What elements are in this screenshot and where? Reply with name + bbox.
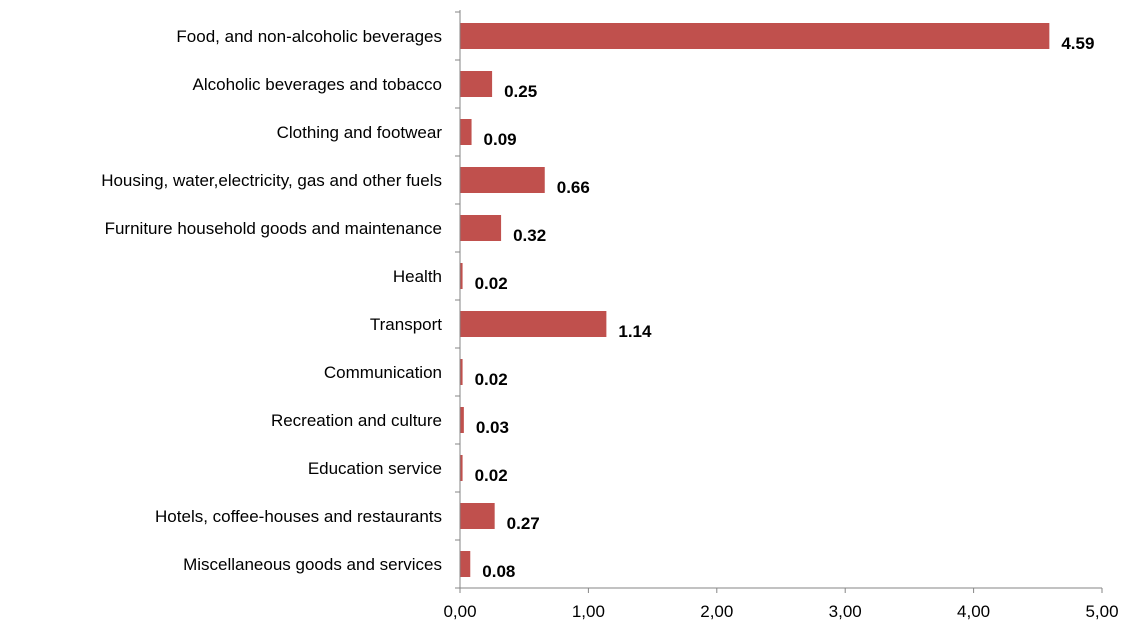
bar — [460, 359, 463, 385]
category-label: Transport — [370, 315, 442, 334]
category-label: Education service — [308, 459, 442, 478]
bar — [460, 23, 1050, 49]
data-label: 0.08 — [482, 562, 515, 581]
data-label: 0.25 — [504, 82, 537, 101]
category-label: Alcoholic beverages and tobacco — [193, 75, 443, 94]
category-label: Communication — [324, 363, 442, 382]
data-label: 0.02 — [475, 370, 508, 389]
category-label: Health — [393, 267, 442, 286]
value-labels: 4.59 0.25 0.09 0.66 0.32 0.02 1.14 0.02 0.03 0.02… — [475, 34, 1095, 581]
bar — [460, 215, 502, 241]
x-tick-label: 1,00 — [572, 602, 605, 621]
data-label: 0.02 — [475, 466, 508, 485]
data-label: 0.66 — [557, 178, 590, 197]
bar — [460, 263, 463, 289]
data-label: 0.27 — [507, 514, 540, 533]
category-label: Miscellaneous goods and services — [183, 555, 442, 574]
x-tick-label: 4,00 — [957, 602, 990, 621]
bar — [460, 551, 471, 577]
category-label: Hotels, coffee-houses and restaurants — [155, 507, 442, 526]
category-label: Food, and non-alcoholic beverages — [176, 27, 442, 46]
x-tick-label: 0,00 — [443, 602, 476, 621]
category-label: Clothing and footwear — [277, 123, 443, 142]
bars-group — [460, 23, 1050, 577]
bar — [460, 455, 463, 481]
bar — [460, 503, 495, 529]
category-label: Furniture household goods and maintenanc… — [105, 219, 442, 238]
bar — [460, 167, 545, 193]
x-tick-labels: 0,00 1,00 2,00 3,00 4,00 5,00 — [443, 602, 1118, 621]
bar — [460, 407, 464, 433]
data-label: 0.03 — [476, 418, 509, 437]
category-labels: Food, and non-alcoholic beverages Alcohol… — [101, 27, 442, 574]
axes-group — [455, 10, 1103, 593]
category-label: Housing, water,electricity, gas and othe… — [101, 171, 442, 190]
data-label: 0.09 — [484, 130, 517, 149]
bar — [460, 119, 472, 145]
category-label: Recreation and culture — [271, 411, 442, 430]
bar — [460, 71, 493, 97]
x-tick-label: 3,00 — [829, 602, 862, 621]
data-label: 4.59 — [1061, 34, 1094, 53]
x-tick-label: 5,00 — [1085, 602, 1118, 621]
data-label: 1.14 — [618, 322, 652, 341]
data-label: 0.32 — [513, 226, 546, 245]
data-label: 0.02 — [475, 274, 508, 293]
bar — [460, 311, 607, 337]
x-tick-label: 2,00 — [700, 602, 733, 621]
